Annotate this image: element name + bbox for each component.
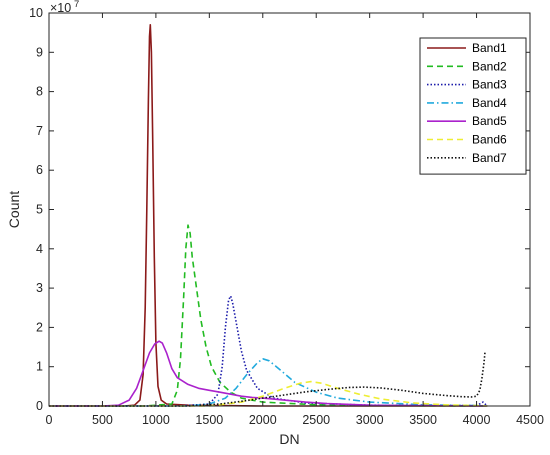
legend-label-band7: Band7 xyxy=(472,151,507,165)
y-tick-label: 9 xyxy=(36,45,43,59)
y-tick-label: 5 xyxy=(36,203,43,217)
legend-label-band6: Band6 xyxy=(472,133,507,147)
x-tick-label: 2000 xyxy=(249,413,277,427)
y-tick-label: 6 xyxy=(36,163,43,177)
y-tick-label: 7 xyxy=(36,124,43,138)
y-tick-label: 1 xyxy=(36,360,43,374)
y-multiplier: ×10 xyxy=(50,1,71,15)
series-line-band3 xyxy=(49,295,488,407)
legend: Band1 Band2 Band3 Band4 Band5 Band6 Band7 xyxy=(419,37,527,175)
legend-label-band2: Band2 xyxy=(472,59,507,73)
x-tick-label: 500 xyxy=(92,413,113,427)
series-line-band2 xyxy=(49,224,488,407)
legend-label-band5: Band5 xyxy=(472,114,507,128)
plot-area xyxy=(49,24,488,407)
legend-label-band4: Band4 xyxy=(472,96,507,110)
series-line-band7 xyxy=(49,350,486,407)
y-tick-label: 10 xyxy=(29,6,43,20)
legend-box xyxy=(419,37,527,175)
x-tick-label: 4000 xyxy=(463,413,491,427)
x-tick-label: 3500 xyxy=(409,413,437,427)
x-tick-label: 1000 xyxy=(142,413,170,427)
y-tick-label: 3 xyxy=(36,281,43,295)
x-tick-label: 0 xyxy=(46,413,53,427)
y-tick-label: 4 xyxy=(36,242,43,256)
y-tick-label: 2 xyxy=(36,320,43,334)
y-tick-label: 0 xyxy=(36,399,43,413)
x-tick-label: 2500 xyxy=(302,413,330,427)
y-axis-label: Count xyxy=(6,191,22,228)
y-tick-label: 8 xyxy=(36,85,43,99)
x-axis-label: DN xyxy=(279,431,299,447)
legend-label-band3: Band3 xyxy=(472,78,507,92)
series-line-band4 xyxy=(49,358,488,407)
y-multiplier-exponent: 7 xyxy=(74,0,79,10)
series-line-band1 xyxy=(49,24,488,407)
axes: 0 500 1000 1500 2000 2500 3000 3500 4000 4500 0 1 2 3… xyxy=(6,0,544,447)
x-tick-label: 3000 xyxy=(356,413,384,427)
x-tick-label: 4500 xyxy=(516,413,544,427)
series-line-band5 xyxy=(49,340,488,407)
x-tick-label: 1500 xyxy=(195,413,223,427)
legend-label-band1: Band1 xyxy=(472,41,507,55)
